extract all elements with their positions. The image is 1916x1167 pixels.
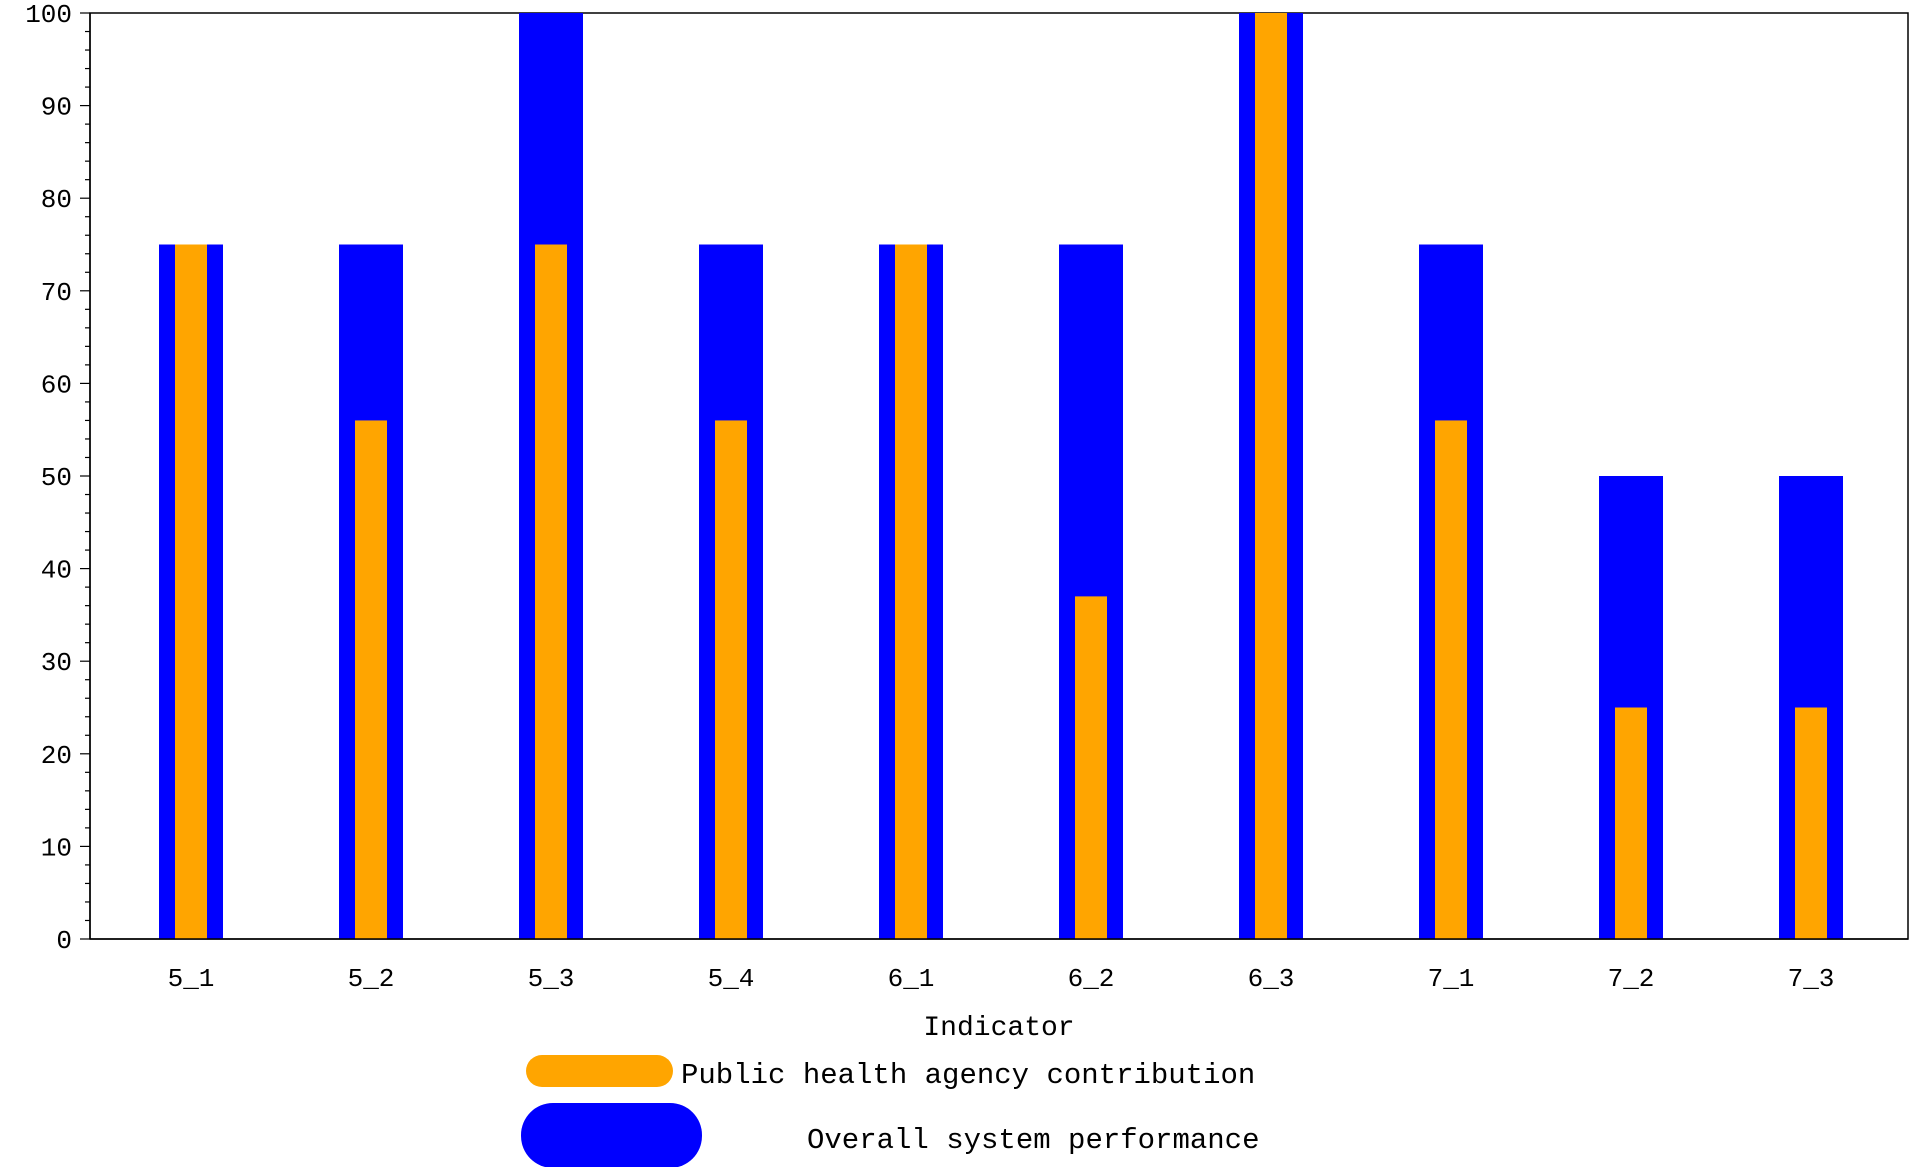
x-tick-label: 5_2 [348, 964, 395, 994]
y-tick-label: 50 [41, 463, 72, 493]
y-tick-label: 80 [41, 185, 72, 215]
x-axis-tick-labels: 5_1 5_2 5_3 5_4 6_1 6_2 6_3 7_1 7_2 7_3 [168, 964, 1835, 994]
y-tick-label: 60 [41, 370, 72, 400]
legend-swatch-public-health [526, 1055, 673, 1087]
legend: Public health agency contribution Overal… [521, 1055, 1259, 1167]
x-tick-label: 6_2 [1068, 964, 1115, 994]
y-axis-ticks [80, 12, 90, 940]
x-tick-label: 5_1 [168, 964, 215, 994]
x-tick-label: 6_1 [888, 964, 935, 994]
legend-label-overall: Overall system performance [807, 1124, 1259, 1157]
x-tick-label: 5_3 [528, 964, 575, 994]
bar-public-health-5_1 [175, 244, 207, 939]
x-tick-label: 7_1 [1428, 964, 1475, 994]
y-tick-label: 70 [41, 278, 72, 308]
y-tick-label: 0 [56, 926, 72, 956]
bar-public-health-5_3 [535, 244, 567, 939]
bar-public-health-7_3 [1795, 707, 1827, 939]
bar-public-health-5_4 [715, 420, 747, 939]
y-tick-label: 30 [41, 648, 72, 678]
bar-public-health-6_1 [895, 244, 927, 939]
y-tick-label: 10 [41, 833, 72, 863]
y-tick-label: 100 [25, 0, 72, 30]
bar-public-health-5_2 [355, 420, 387, 939]
bar-public-health-6_2 [1075, 596, 1107, 939]
x-axis-title: Indicator [923, 1013, 1074, 1044]
bar-public-health-7_2 [1615, 707, 1647, 939]
legend-label-public-health: Public health agency contribution [681, 1059, 1255, 1092]
x-tick-label: 6_3 [1248, 964, 1295, 994]
y-axis-tick-labels: 0 10 20 30 40 50 60 70 80 90 100 [25, 0, 72, 956]
y-tick-label: 90 [41, 93, 72, 123]
series-public-health-bars [175, 13, 1827, 939]
y-tick-label: 20 [41, 741, 72, 771]
legend-swatch-overall [521, 1103, 702, 1167]
y-tick-label: 40 [41, 556, 72, 586]
bar-public-health-6_3 [1255, 13, 1287, 939]
bar-public-health-7_1 [1435, 420, 1467, 939]
x-tick-label: 7_2 [1608, 964, 1655, 994]
x-tick-label: 5_4 [708, 964, 755, 994]
x-tick-label: 7_3 [1788, 964, 1835, 994]
